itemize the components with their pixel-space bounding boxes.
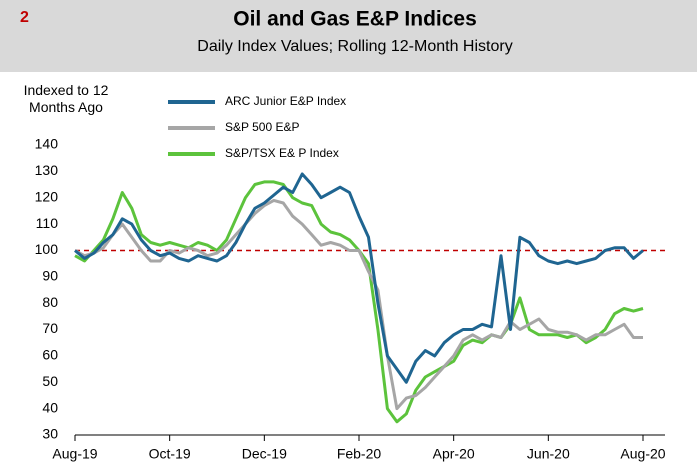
x-tick-label: Dec-19: [242, 446, 287, 462]
header-band: [0, 0, 697, 72]
y-tick-label: 60: [42, 347, 58, 363]
y-axis-label: Indexed to 12 Months Ago: [23, 82, 109, 115]
y-tick-label: 120: [35, 188, 59, 204]
chart-subtitle: Daily Index Values; Rolling 12-Month His…: [197, 38, 512, 55]
x-tick-label: Apr-20: [433, 446, 475, 462]
y-tick-label: 110: [36, 215, 59, 231]
series-line: [74, 198, 643, 411]
y-tick-label: 80: [42, 294, 58, 310]
y-tick-label: 130: [35, 162, 59, 178]
x-tick-label: Aug-20: [620, 446, 665, 462]
x-tick-label: Jun-20: [527, 446, 570, 462]
series-line: [74, 172, 644, 384]
y-tick-label: 140: [35, 136, 59, 152]
y-tick-label: 100: [35, 241, 59, 257]
x-tick-label: Feb-20: [337, 446, 382, 462]
chart-title: Oil and Gas E&P Indices: [233, 8, 477, 31]
x-tick-label: Oct-19: [149, 446, 191, 462]
legend-label: ARC Junior E&P Index: [225, 94, 346, 108]
y-tick-label: 30: [42, 426, 58, 442]
y-tick-label: 40: [42, 399, 58, 415]
legend-label: S&P 500 E&P: [225, 120, 300, 134]
y-tick-label: 50: [42, 373, 58, 389]
figure-number: 2: [20, 9, 29, 26]
y-tick-label: 70: [42, 320, 58, 336]
x-tick-label: Aug-19: [52, 446, 97, 462]
y-tick-label: 90: [42, 268, 58, 284]
legend-label: S&P/TSX E& P Index: [225, 146, 339, 160]
